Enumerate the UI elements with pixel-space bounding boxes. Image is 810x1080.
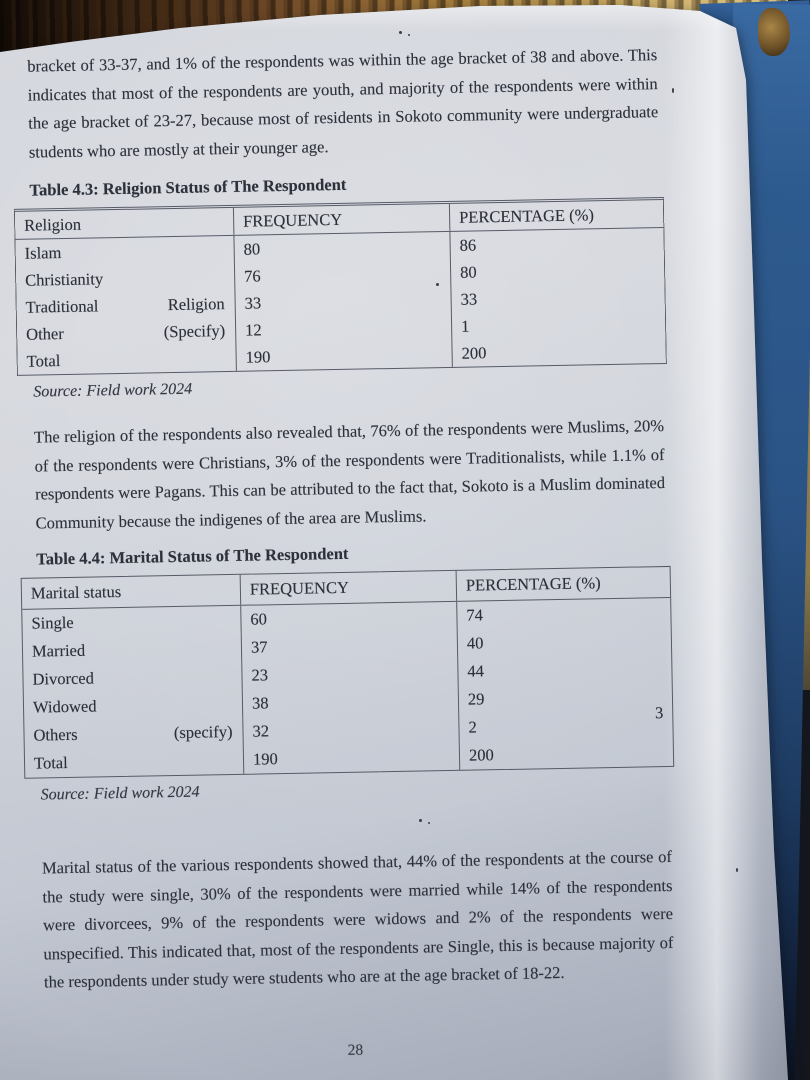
paragraph-religion-analysis: The religion of the respondents also rev… — [33, 416, 666, 533]
row-percentage: 29 — [457, 681, 673, 714]
row-percentage: 44 — [457, 653, 672, 686]
row-percentage: 1 — [450, 308, 666, 340]
row-label: Christianity — [25, 268, 104, 290]
ink-speck — [436, 283, 439, 286]
row-label: Other — [26, 323, 64, 344]
ink-speck — [736, 868, 738, 872]
row-percentage: 40 — [456, 625, 672, 658]
debris-on-cover — [758, 8, 790, 56]
row-percentage: 80 — [449, 254, 665, 286]
column-header-frequency: FREQUENCY — [232, 203, 450, 235]
column-header-percentage: PERCENTAGE (%) — [448, 200, 664, 231]
ink-speck — [672, 88, 674, 93]
row-label: Islam — [24, 242, 62, 263]
row-frequency: 23 — [241, 657, 458, 690]
row-label: Widowed — [32, 696, 97, 717]
stray-printed-digit: 3 — [654, 703, 664, 723]
column-header-percentage: PERCENTAGE (%) — [455, 566, 671, 601]
row-label: Divorced — [32, 668, 95, 689]
ink-speck — [399, 31, 402, 34]
column-header-marital-status: Marital status — [30, 582, 122, 603]
row-frequency: 12 — [234, 312, 452, 344]
row-frequency: 76 — [233, 258, 451, 290]
ink-speck — [62, 492, 64, 494]
row-percentage: 86 — [449, 228, 664, 259]
table-religion-status: Religion FREQUENCY PERCENTAGE (%) Islam … — [13, 196, 667, 376]
paragraph-age-brackets: bracket of 33-37, and 1% of the responde… — [27, 45, 659, 162]
ink-speck — [428, 822, 430, 824]
row-label: Total — [26, 350, 61, 371]
row-frequency: 190 — [242, 741, 460, 774]
ink-speck — [408, 34, 410, 36]
row-label: Married — [31, 640, 86, 661]
row-frequency: 38 — [241, 685, 459, 718]
row-percentage: 74 — [456, 597, 671, 630]
ink-speck — [419, 819, 422, 822]
row-label: Single — [31, 612, 74, 633]
row-label: Total — [33, 753, 68, 773]
row-frequency: 190 — [235, 339, 452, 371]
row-label-right: Religion — [167, 293, 225, 314]
table-marital-status: Marital status FREQUENCY PERCENTAGE (%) … — [20, 565, 675, 779]
page-content: bracket of 33-37, and 1% of the responde… — [10, 0, 681, 1065]
row-frequency: 32 — [242, 713, 459, 746]
paragraph-marital-analysis: Marital status of the various respondent… — [41, 846, 674, 992]
row-percentage: 200 — [451, 335, 666, 367]
row-frequency: 80 — [233, 231, 450, 263]
row-frequency: 33 — [234, 285, 451, 317]
row-label: Others — [33, 724, 78, 745]
row-label: Traditional — [25, 295, 99, 317]
row-frequency: 60 — [240, 601, 457, 634]
column-header-religion: Religion — [24, 214, 82, 235]
row-label-right: (Specify) — [163, 320, 226, 341]
row-label-right: (specify) — [173, 721, 233, 743]
row-percentage: 2 — [458, 709, 673, 742]
row-percentage: 33 — [450, 281, 665, 313]
row-percentage: 200 — [458, 737, 674, 770]
column-header-frequency: FREQUENCY — [239, 570, 457, 605]
row-frequency: 37 — [240, 629, 458, 662]
